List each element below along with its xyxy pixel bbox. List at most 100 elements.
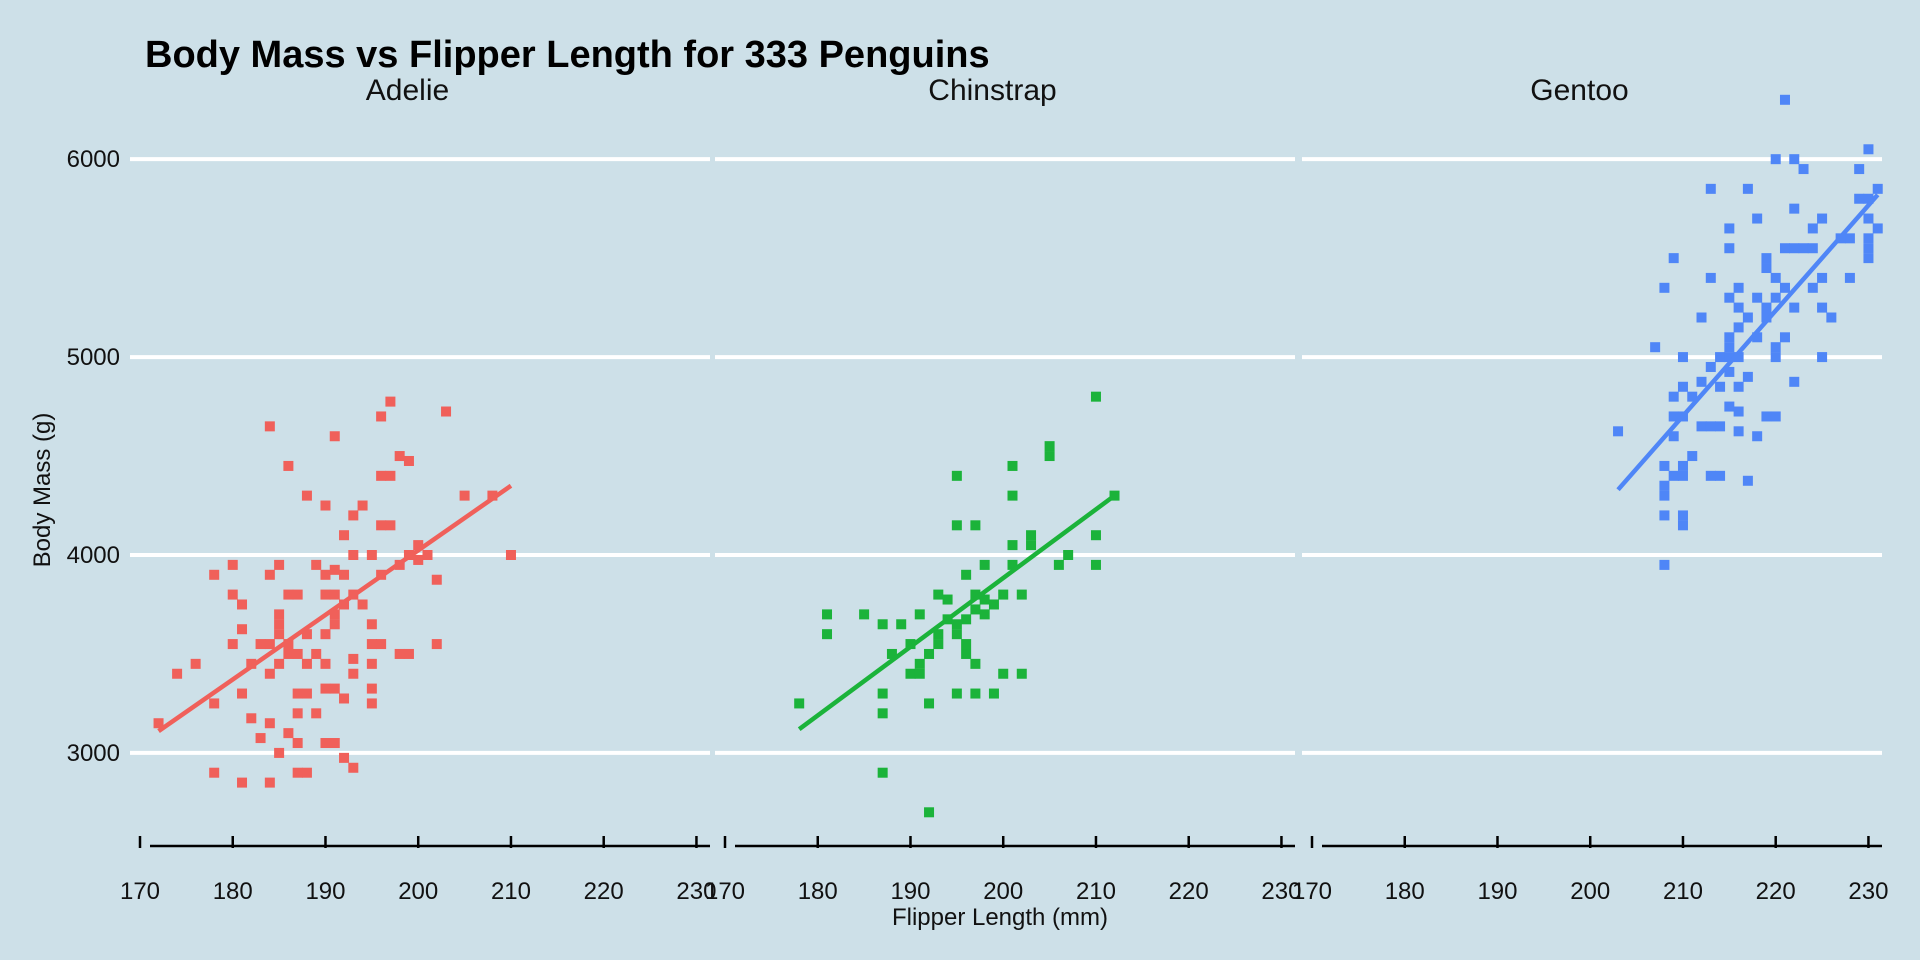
x-tick-label: 210 [491, 878, 531, 905]
data-point [311, 559, 322, 570]
x-tick-label: 190 [1477, 878, 1517, 905]
data-point [1761, 263, 1772, 274]
x-tick-label: 190 [890, 878, 930, 905]
data-point [1770, 154, 1781, 165]
data-point [376, 520, 387, 531]
data-point [376, 639, 387, 650]
data-point [1742, 475, 1753, 486]
data-point [1715, 352, 1726, 363]
data-point [283, 728, 294, 739]
data-point [970, 589, 981, 600]
data-point [998, 589, 1009, 600]
data-point [1752, 332, 1763, 343]
data-point [1613, 426, 1624, 437]
data-point [1668, 391, 1679, 402]
data-point [961, 639, 972, 650]
data-point [1733, 352, 1744, 363]
data-point [283, 639, 294, 650]
data-point [209, 569, 220, 580]
data-point [988, 688, 999, 699]
facet-panel-chinstrap: Chinstrap 170 180 190 200 210 220 230 [705, 74, 1301, 905]
y-tick-label: 5000 [67, 344, 120, 371]
data-point [877, 688, 888, 699]
data-point [1826, 312, 1837, 323]
data-point [237, 777, 248, 788]
data-point [1854, 193, 1865, 204]
data-point [1007, 490, 1018, 501]
data-point [1779, 243, 1790, 254]
data-point [348, 668, 359, 679]
data-point [1053, 559, 1064, 570]
data-point [441, 406, 452, 417]
data-point [366, 639, 377, 650]
data-point [292, 688, 303, 699]
data-point [1724, 342, 1735, 353]
data-point [1650, 342, 1661, 353]
data-point [979, 559, 990, 570]
data-point [1733, 322, 1744, 333]
data-point [264, 718, 275, 729]
data-point [292, 708, 303, 719]
data-point [246, 713, 257, 724]
data-point [1659, 490, 1670, 501]
data-point [301, 767, 312, 778]
data-point [283, 460, 294, 471]
data-point [1779, 332, 1790, 343]
x-tick-label: 180 [213, 878, 253, 905]
data-point [1677, 460, 1688, 471]
data-point [348, 762, 359, 773]
data-point [933, 589, 944, 600]
data-point [933, 639, 944, 650]
data-point [905, 668, 916, 679]
data-point [431, 574, 442, 585]
data-point [1863, 193, 1874, 204]
data-point [237, 599, 248, 610]
data-point [264, 639, 275, 650]
data-point [1761, 312, 1772, 323]
data-point [1007, 540, 1018, 551]
data-point [1668, 253, 1679, 264]
data-point [951, 629, 962, 640]
data-point [357, 599, 368, 610]
data-point [366, 550, 377, 560]
data-point [329, 589, 340, 600]
data-point [1063, 550, 1074, 560]
data-point [1770, 342, 1781, 353]
data-point [301, 629, 312, 640]
data-point [255, 639, 266, 650]
facet-panel-adelie: Adelie 170 180 190 200 210 220 230 [120, 74, 716, 905]
data-point [274, 747, 285, 758]
data-point [422, 550, 433, 560]
data-point [1779, 94, 1790, 105]
data-point [1789, 243, 1800, 254]
data-point [274, 619, 285, 630]
data-point [794, 698, 805, 709]
data-point [1677, 470, 1688, 481]
data-point [385, 396, 396, 407]
x-axis-label: Flipper Length (mm) [892, 904, 1108, 931]
data-point [1761, 411, 1772, 422]
data-point [1026, 530, 1037, 541]
data-point [329, 431, 340, 442]
data-point [1659, 282, 1670, 293]
data-point [1044, 441, 1055, 452]
data-point [311, 708, 322, 719]
data-point [348, 550, 359, 560]
data-point [1696, 312, 1707, 323]
trend-line [1616, 193, 1880, 492]
data-point [970, 604, 981, 615]
data-point [283, 648, 294, 659]
x-tick-label: 220 [1756, 878, 1796, 905]
data-point [1742, 312, 1753, 323]
data-point [1770, 352, 1781, 363]
data-point [1863, 243, 1874, 254]
data-point [1863, 253, 1874, 264]
data-point [329, 609, 340, 620]
x-tick-label: 180 [798, 878, 838, 905]
data-point [311, 648, 322, 659]
x-tick-label: 220 [1169, 878, 1209, 905]
data-point [924, 648, 935, 659]
data-point [924, 807, 935, 818]
data-point [1872, 183, 1883, 194]
x-tick-label: 190 [305, 878, 345, 905]
